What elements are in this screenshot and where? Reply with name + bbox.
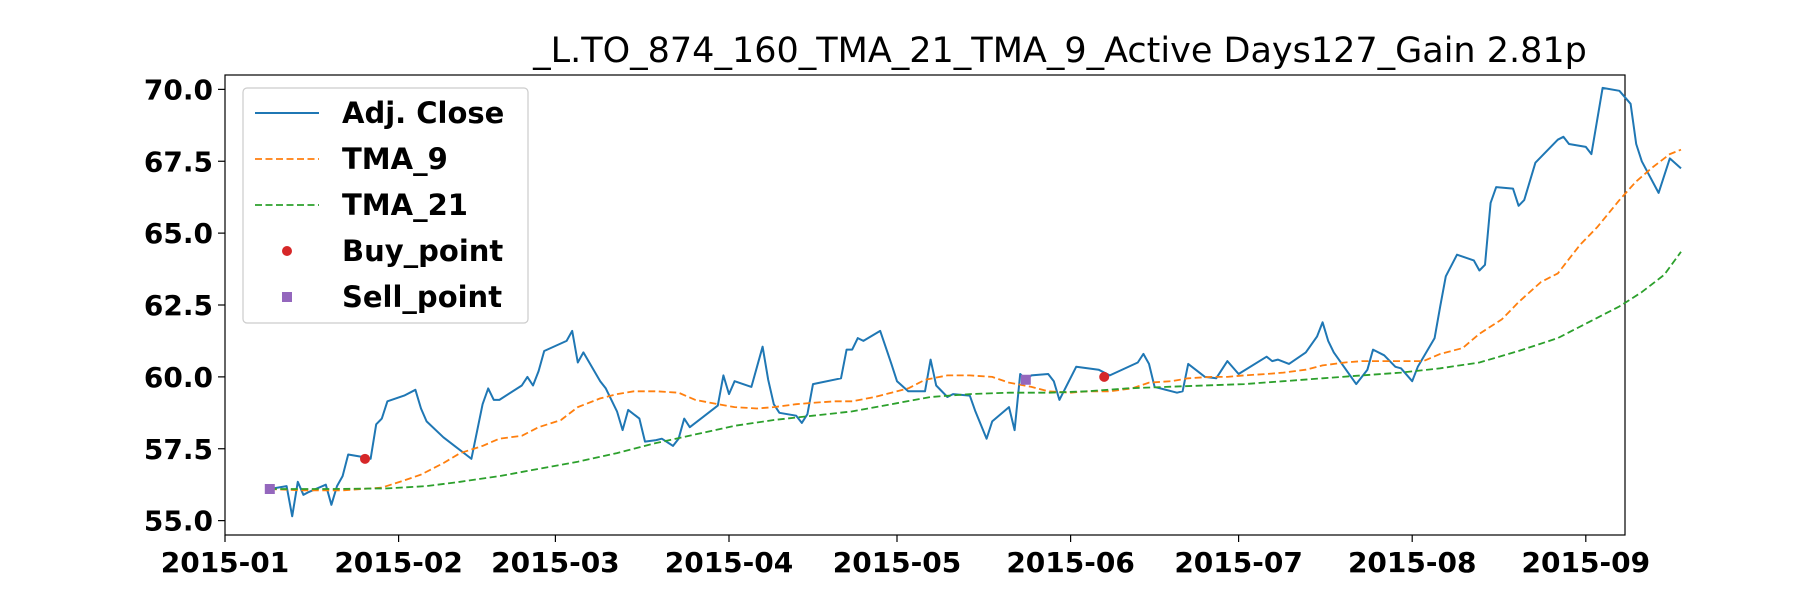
- sell-point-marker: [264, 484, 275, 494]
- legend-label-tma-9: TMA_9: [342, 142, 448, 176]
- legend-label-adj-close: Adj. Close: [342, 96, 504, 130]
- legend: Adj. Close TMA_9 TMA_21 Buy_point Sell_point: [242, 87, 529, 324]
- marker-layer: [264, 371, 1110, 494]
- x-tick-label: 2015-01: [161, 546, 290, 579]
- y-tick-label: 62.5: [144, 289, 213, 322]
- legend-swatch-sell-point: [282, 292, 292, 302]
- x-tick-label: 2015-03: [491, 546, 620, 579]
- y-axis: 55.0 57.5 60.0 62.5 65.0 67.5 70.0: [144, 73, 225, 538]
- x-tick-label: 2015-07: [1174, 546, 1303, 579]
- y-tick-label: 65.0: [144, 217, 213, 250]
- x-tick-label: 2015-09: [1522, 546, 1651, 579]
- sell-point-marker: [1020, 374, 1031, 385]
- legend-box: [242, 87, 529, 324]
- x-axis: 2015-01 2015-02 2015-03 2015-04 2015-05 2015-…: [161, 535, 1650, 579]
- x-tick-label: 2015-05: [833, 546, 962, 579]
- legend-swatch-buy-point: [282, 246, 292, 256]
- buy-point-marker: [360, 453, 370, 464]
- y-tick-label: 57.5: [144, 433, 213, 466]
- x-tick-label: 2015-04: [665, 546, 794, 579]
- x-tick-label: 2015-06: [1006, 546, 1135, 579]
- x-tick-label: 2015-02: [334, 546, 463, 579]
- legend-label-tma-21: TMA_21: [342, 188, 468, 222]
- y-tick-label: 67.5: [144, 145, 213, 178]
- legend-label-sell-point: Sell_point: [342, 280, 502, 314]
- series-layer: [269, 86, 1682, 518]
- buy-point-marker: [1099, 371, 1110, 382]
- y-tick-label: 70.0: [144, 73, 213, 106]
- y-tick-label: 55.0: [144, 505, 213, 538]
- x-tick-label: 2015-08: [1348, 546, 1477, 579]
- series-line-tma-9: [269, 148, 1682, 492]
- legend-label-buy-point: Buy_point: [342, 234, 503, 268]
- series-line-adj-close: [269, 86, 1682, 518]
- series-line-tma-21: [269, 251, 1682, 490]
- y-tick-label: 60.0: [144, 361, 213, 394]
- chart-title: _L.TO_874_160_TMA_21_TMA_9_Active Days12…: [532, 31, 1587, 71]
